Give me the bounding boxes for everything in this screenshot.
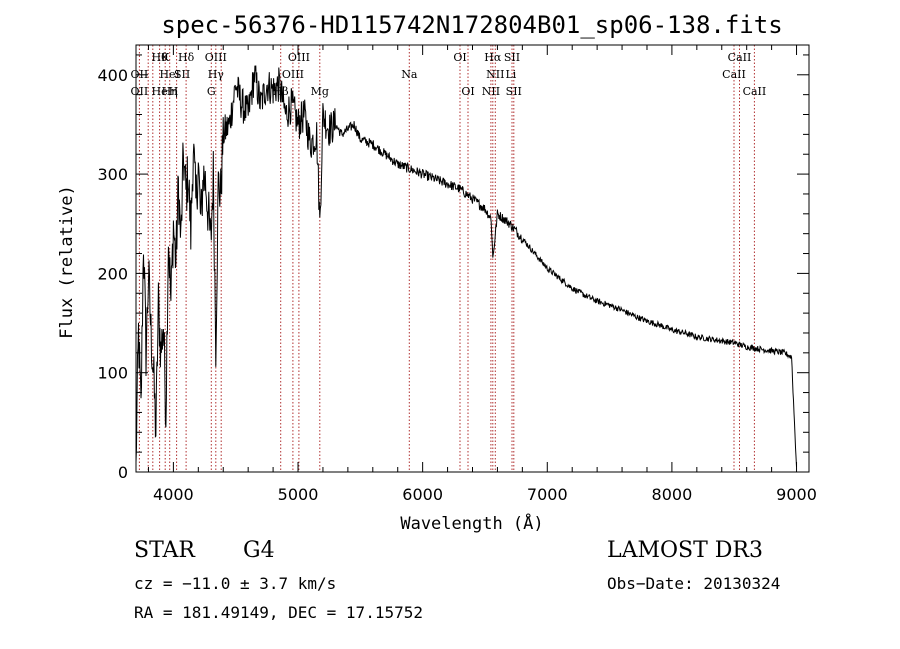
y-tick-label: 300 — [97, 165, 128, 184]
y-tick-label: 400 — [97, 66, 128, 85]
object-class: STAR — [134, 538, 195, 563]
spectral-line-label: OI — [461, 85, 474, 98]
spectral-line-label: CaII — [743, 85, 767, 98]
spectral-line-label: Hη — [162, 85, 178, 98]
x-tick-label: 6000 — [402, 485, 443, 504]
spectral-line-label: NII — [486, 68, 504, 81]
x-tick-label: 5000 — [278, 485, 319, 504]
x-tick-label: 4000 — [153, 485, 194, 504]
spectral-line-label: OIII — [205, 51, 227, 64]
y-axis: 0 100 200 300 400 — [97, 54, 809, 482]
observation-date: Obs−Date: 20130324 — [607, 574, 781, 593]
x-tick-label: 7000 — [527, 485, 568, 504]
spectral-line-label: NII — [482, 85, 500, 98]
y-tick-label: 0 — [118, 463, 128, 482]
spectral-line-label: Hδ — [178, 51, 195, 64]
spectral-line-label: OII — [131, 85, 149, 98]
spectrum-line — [135, 65, 797, 468]
spectral-line-label: Hθ — [151, 51, 168, 64]
spectral-line-label: Li — [505, 68, 516, 81]
spectral-line-label: OIII — [288, 51, 310, 64]
spectral-line-label: OI — [453, 51, 466, 64]
chart-title: spec-56376-HD115742N172804B01_sp06-138.f… — [161, 11, 782, 39]
x-axis-label: Wavelength (Å) — [400, 512, 543, 534]
spectral-line-label: Mg — [311, 85, 329, 98]
spectral-line-label: Hα — [484, 51, 502, 64]
x-tick-label: 9000 — [776, 485, 817, 504]
spectral-line-label: K — [161, 51, 170, 64]
spectral-line-label: Hγ — [208, 68, 225, 81]
spectral-line-label: H — [169, 85, 179, 98]
x-axis: 4000 5000 6000 7000 8000 9000 — [147, 45, 817, 504]
y-axis-label: Flux (relative) — [57, 185, 77, 339]
survey-name: LAMOST DR3 — [607, 538, 763, 563]
spectral-line-label: G — [207, 85, 216, 98]
spectral-line-label: Na — [401, 68, 418, 81]
spectral-line-markers — [138, 45, 755, 472]
y-tick-label: 100 — [97, 364, 128, 383]
spectral-subclass: G4 — [243, 538, 275, 563]
spectral-line-label: SII — [506, 85, 522, 98]
plot-frame — [135, 44, 810, 473]
spectral-line-label: SII — [504, 51, 520, 64]
spectral-line-label: HeI — [159, 68, 179, 81]
spectral-line-label: CaII — [722, 68, 746, 81]
spectral-line-label: CaII — [728, 51, 752, 64]
y-tick-label: 200 — [97, 264, 128, 283]
spectral-line-label: SII — [174, 68, 190, 81]
coordinates: RA = 181.49149, DEC = 17.15752 — [134, 603, 423, 622]
spectral-line-label: He — [152, 85, 168, 98]
spectral-line-label: OIII — [282, 68, 304, 81]
redshift-cz: cz = −11.0 ± 3.7 km/s — [134, 574, 337, 593]
x-tick-label: 8000 — [652, 485, 693, 504]
